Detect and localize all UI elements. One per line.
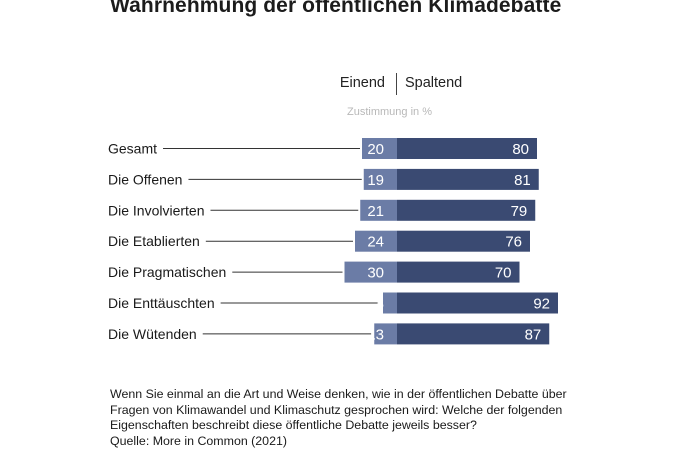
value-label-einend: 13: [367, 326, 384, 343]
category-label: Die Wütenden: [108, 326, 197, 342]
category-label: Die Enttäuschten: [108, 295, 215, 311]
value-label-einend: 20: [367, 141, 384, 158]
bar-einend: [383, 293, 397, 314]
value-label-spaltend: 81: [514, 172, 531, 189]
category-label: Die Etablierten: [108, 233, 200, 249]
value-label-einend: 24: [367, 234, 384, 251]
value-label-spaltend: 87: [525, 326, 542, 343]
value-label-einend: 21: [367, 203, 384, 220]
value-label-spaltend: 70: [495, 265, 512, 282]
value-label-spaltend: 80: [512, 141, 529, 158]
value-label-einend: 19: [367, 172, 384, 189]
value-label-spaltend: 79: [511, 203, 528, 220]
footnote: Wenn Sie einmal an die Art und Weise den…: [110, 387, 580, 449]
value-label-einend: 8: [376, 296, 384, 313]
footnote-question: Wenn Sie einmal an die Art und Weise den…: [110, 387, 580, 434]
category-label: Gesamt: [108, 141, 157, 157]
value-label-einend: 30: [367, 265, 384, 282]
value-label-spaltend: 92: [533, 296, 550, 313]
value-label-spaltend: 76: [505, 234, 522, 251]
category-label: Die Pragmatischen: [108, 264, 226, 280]
category-label: Die Offenen: [108, 171, 182, 187]
category-label: Die Involvierten: [108, 202, 205, 218]
